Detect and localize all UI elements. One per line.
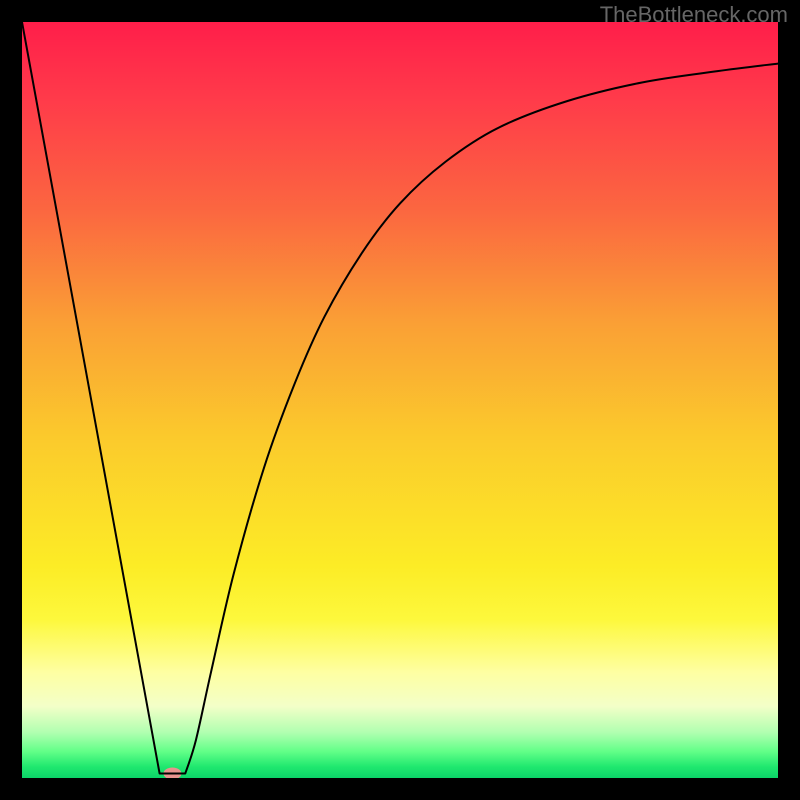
plot-area [22,22,778,778]
bottleneck-chart: TheBottleneck.com [0,0,800,800]
curve-layer [22,22,778,778]
watermark-text: TheBottleneck.com [600,2,788,28]
bottleneck-curve [22,22,778,773]
